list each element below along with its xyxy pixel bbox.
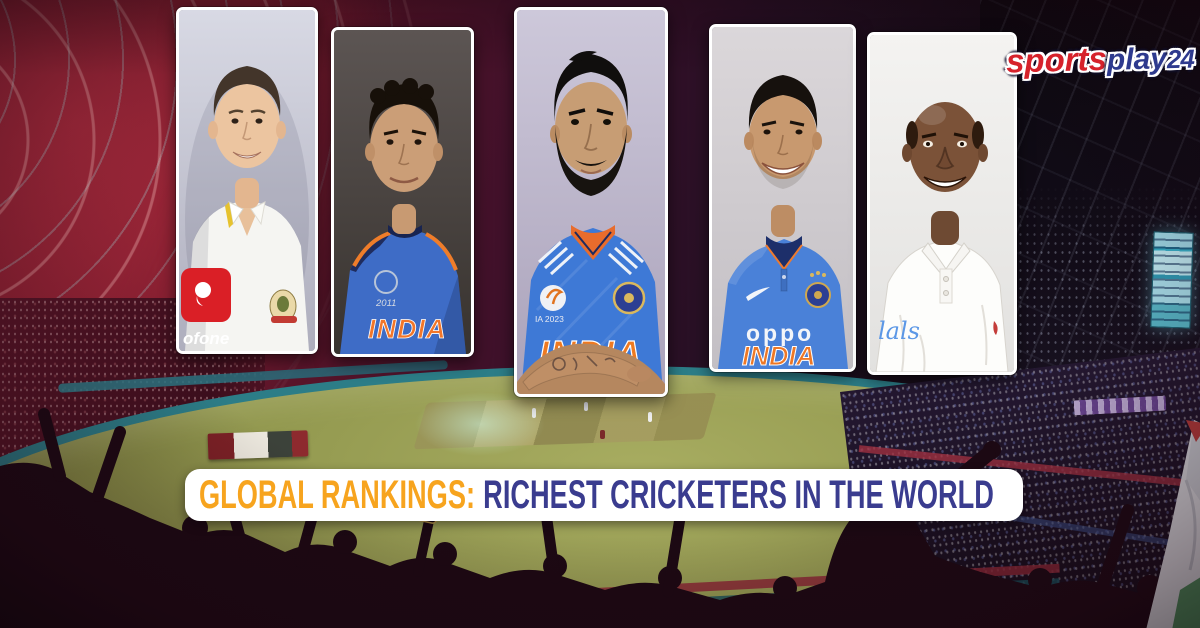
player-photo-card-2: 2011 INDIA	[331, 27, 474, 357]
brand-logo-play: play	[1106, 42, 1168, 77]
player-illustration-3: IA 2023 INDIA	[517, 10, 665, 394]
scoreboard-screen	[1150, 231, 1194, 329]
red-crest-mark	[993, 321, 998, 335]
player-illustration-5: lals	[870, 35, 1014, 372]
tattoos	[552, 355, 616, 371]
world-cup-text: IA 2023	[535, 314, 564, 324]
shirt-script-text: lals	[878, 317, 920, 345]
title-banner: GLOBAL RANKINGS: RICHEST CRICKETERS IN TH…	[185, 469, 1023, 521]
world-cup-2011-emblem	[374, 270, 398, 294]
player-photo-card-5: lals	[867, 32, 1017, 375]
brand-logo-number: 24	[1166, 43, 1195, 75]
swoosh-logo	[746, 287, 770, 301]
player-illustration-2: 2011 INDIA	[334, 30, 471, 354]
player-illustration-1: ofone	[179, 10, 315, 351]
smile	[761, 162, 805, 175]
beard	[555, 126, 627, 196]
waving-flag	[1146, 420, 1200, 628]
player-photo-card-4: oppo INDIA	[709, 24, 856, 372]
emblem-year-text: 2011	[375, 298, 396, 309]
brand-logo: sportsplay24	[1006, 38, 1195, 81]
title-main: RICHEST CRICKETERS IN THE WORLD	[483, 472, 994, 517]
player-photo-card-3: IA 2023 INDIA	[514, 7, 668, 397]
player-photo-card-1: ofone	[176, 7, 318, 354]
title-text: GLOBAL RANKINGS: RICHEST CRICKETERS IN TH…	[199, 473, 994, 518]
title-highlight: GLOBAL RANKINGS:	[199, 472, 476, 517]
world-cup-2023-logo	[540, 285, 566, 311]
brand-logo-sports: sports	[1005, 39, 1108, 80]
jersey-sponsor-text: ofone	[183, 329, 229, 348]
jersey-sponsor-text: oppo	[746, 320, 814, 346]
player-illustration-4: oppo INDIA	[712, 27, 853, 369]
smile	[923, 176, 967, 188]
jersey-country-text: INDIA	[368, 314, 447, 344]
jersey-country-text: INDIA	[742, 341, 816, 369]
